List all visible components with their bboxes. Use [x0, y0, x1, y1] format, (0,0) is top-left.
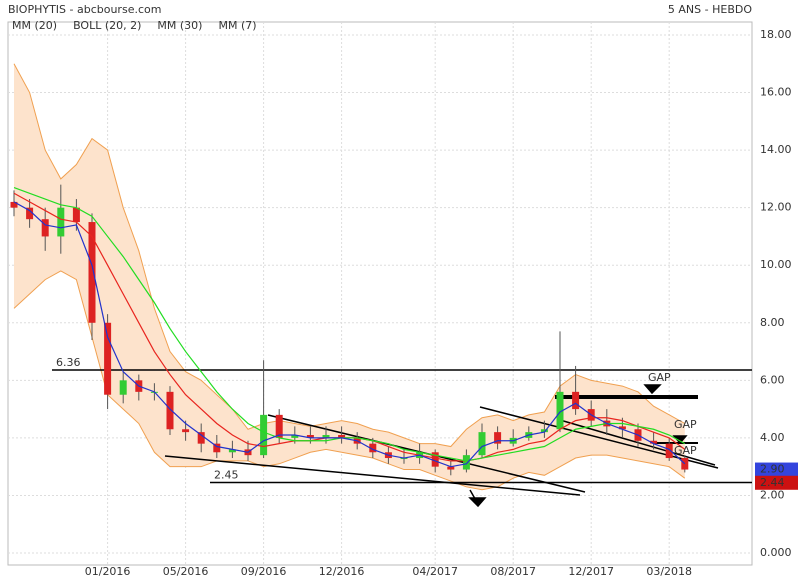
candle-body: [306, 435, 314, 438]
y-tick-label: 0.000: [760, 546, 792, 559]
x-tick-label: 01/2016: [85, 565, 131, 578]
legend-entry: MM (20): [12, 19, 57, 32]
chart-title: BIOPHYTIS - abcbourse.com: [8, 3, 161, 16]
candle-body: [338, 435, 346, 438]
candle-body: [369, 443, 377, 453]
price-tag: [755, 462, 798, 477]
legend-entry: MM (7): [218, 19, 256, 32]
candle-body: [166, 391, 174, 430]
x-tick-label: 12/2016: [319, 565, 365, 578]
bollinger-band: [14, 63, 685, 490]
candle-body: [665, 443, 673, 459]
candle-body: [478, 432, 486, 456]
y-tick-label: 2.00: [760, 488, 785, 501]
moving-average: [13, 186, 686, 462]
bollinger-upper: [13, 63, 686, 448]
candle-body: [228, 449, 236, 453]
candle-body: [197, 432, 205, 444]
candle-body: [72, 207, 80, 223]
moving-average: [13, 201, 686, 468]
bollinger-lower: [13, 270, 686, 491]
candle-body: [462, 455, 470, 470]
x-tick-label: 09/2016: [241, 565, 287, 578]
trend-line: [164, 455, 581, 496]
annotation: GAP: [674, 444, 697, 457]
candle-body: [540, 429, 548, 433]
annotation: GAP: [674, 418, 697, 431]
candle-body: [182, 429, 190, 433]
arrow-head: [468, 497, 487, 508]
candle-body: [431, 452, 439, 467]
candle-body: [104, 322, 112, 395]
candle-body: [213, 443, 221, 453]
y-tick-label: 16.00: [760, 86, 792, 99]
chart-subtitle: 5 ANS - HEBDO: [668, 3, 752, 16]
y-tick-label: 4.00: [760, 431, 785, 444]
y-tick-label: 8.00: [760, 316, 785, 329]
candle-body: [260, 414, 268, 456]
x-tick-label: 08/2017: [490, 565, 536, 578]
candle-body: [275, 414, 283, 438]
candle-body: [618, 426, 626, 430]
price-tag: [755, 475, 798, 490]
annotation: GAP: [648, 371, 671, 384]
x-tick-label: 04/2017: [412, 565, 458, 578]
price-tag-label: 2.90: [760, 463, 785, 476]
candle-body: [119, 380, 127, 395]
y-tick-label: 6.00: [760, 373, 785, 386]
candle-body: [447, 466, 455, 470]
candle-body: [10, 201, 18, 208]
y-tick-label: 10.00: [760, 258, 792, 271]
candle-body: [650, 440, 658, 444]
x-tick-label: 03/2018: [646, 565, 692, 578]
legend-entry: BOLL (20, 2): [73, 19, 141, 32]
legend-entry: MM (30): [157, 19, 202, 32]
candle-body: [494, 432, 502, 444]
level-label: 2.45: [214, 468, 239, 481]
candle-body: [572, 391, 580, 410]
candle-body: [88, 222, 96, 323]
candle-body: [26, 207, 34, 220]
y-tick-label: 14.00: [760, 143, 792, 156]
level-label: 6.36: [56, 356, 81, 369]
candle-body: [556, 391, 564, 430]
arrow-head: [643, 384, 662, 395]
y-tick-label: 18.00: [760, 28, 792, 41]
price-tag-label: 2.44: [760, 476, 785, 489]
x-tick-label: 12/2017: [568, 565, 614, 578]
y-tick-label: 12.00: [760, 201, 792, 214]
candle-body: [57, 207, 65, 237]
candle-body: [291, 435, 299, 438]
candle-body: [41, 219, 49, 237]
candle-body: [322, 435, 330, 438]
x-tick-label: 05/2016: [163, 565, 209, 578]
